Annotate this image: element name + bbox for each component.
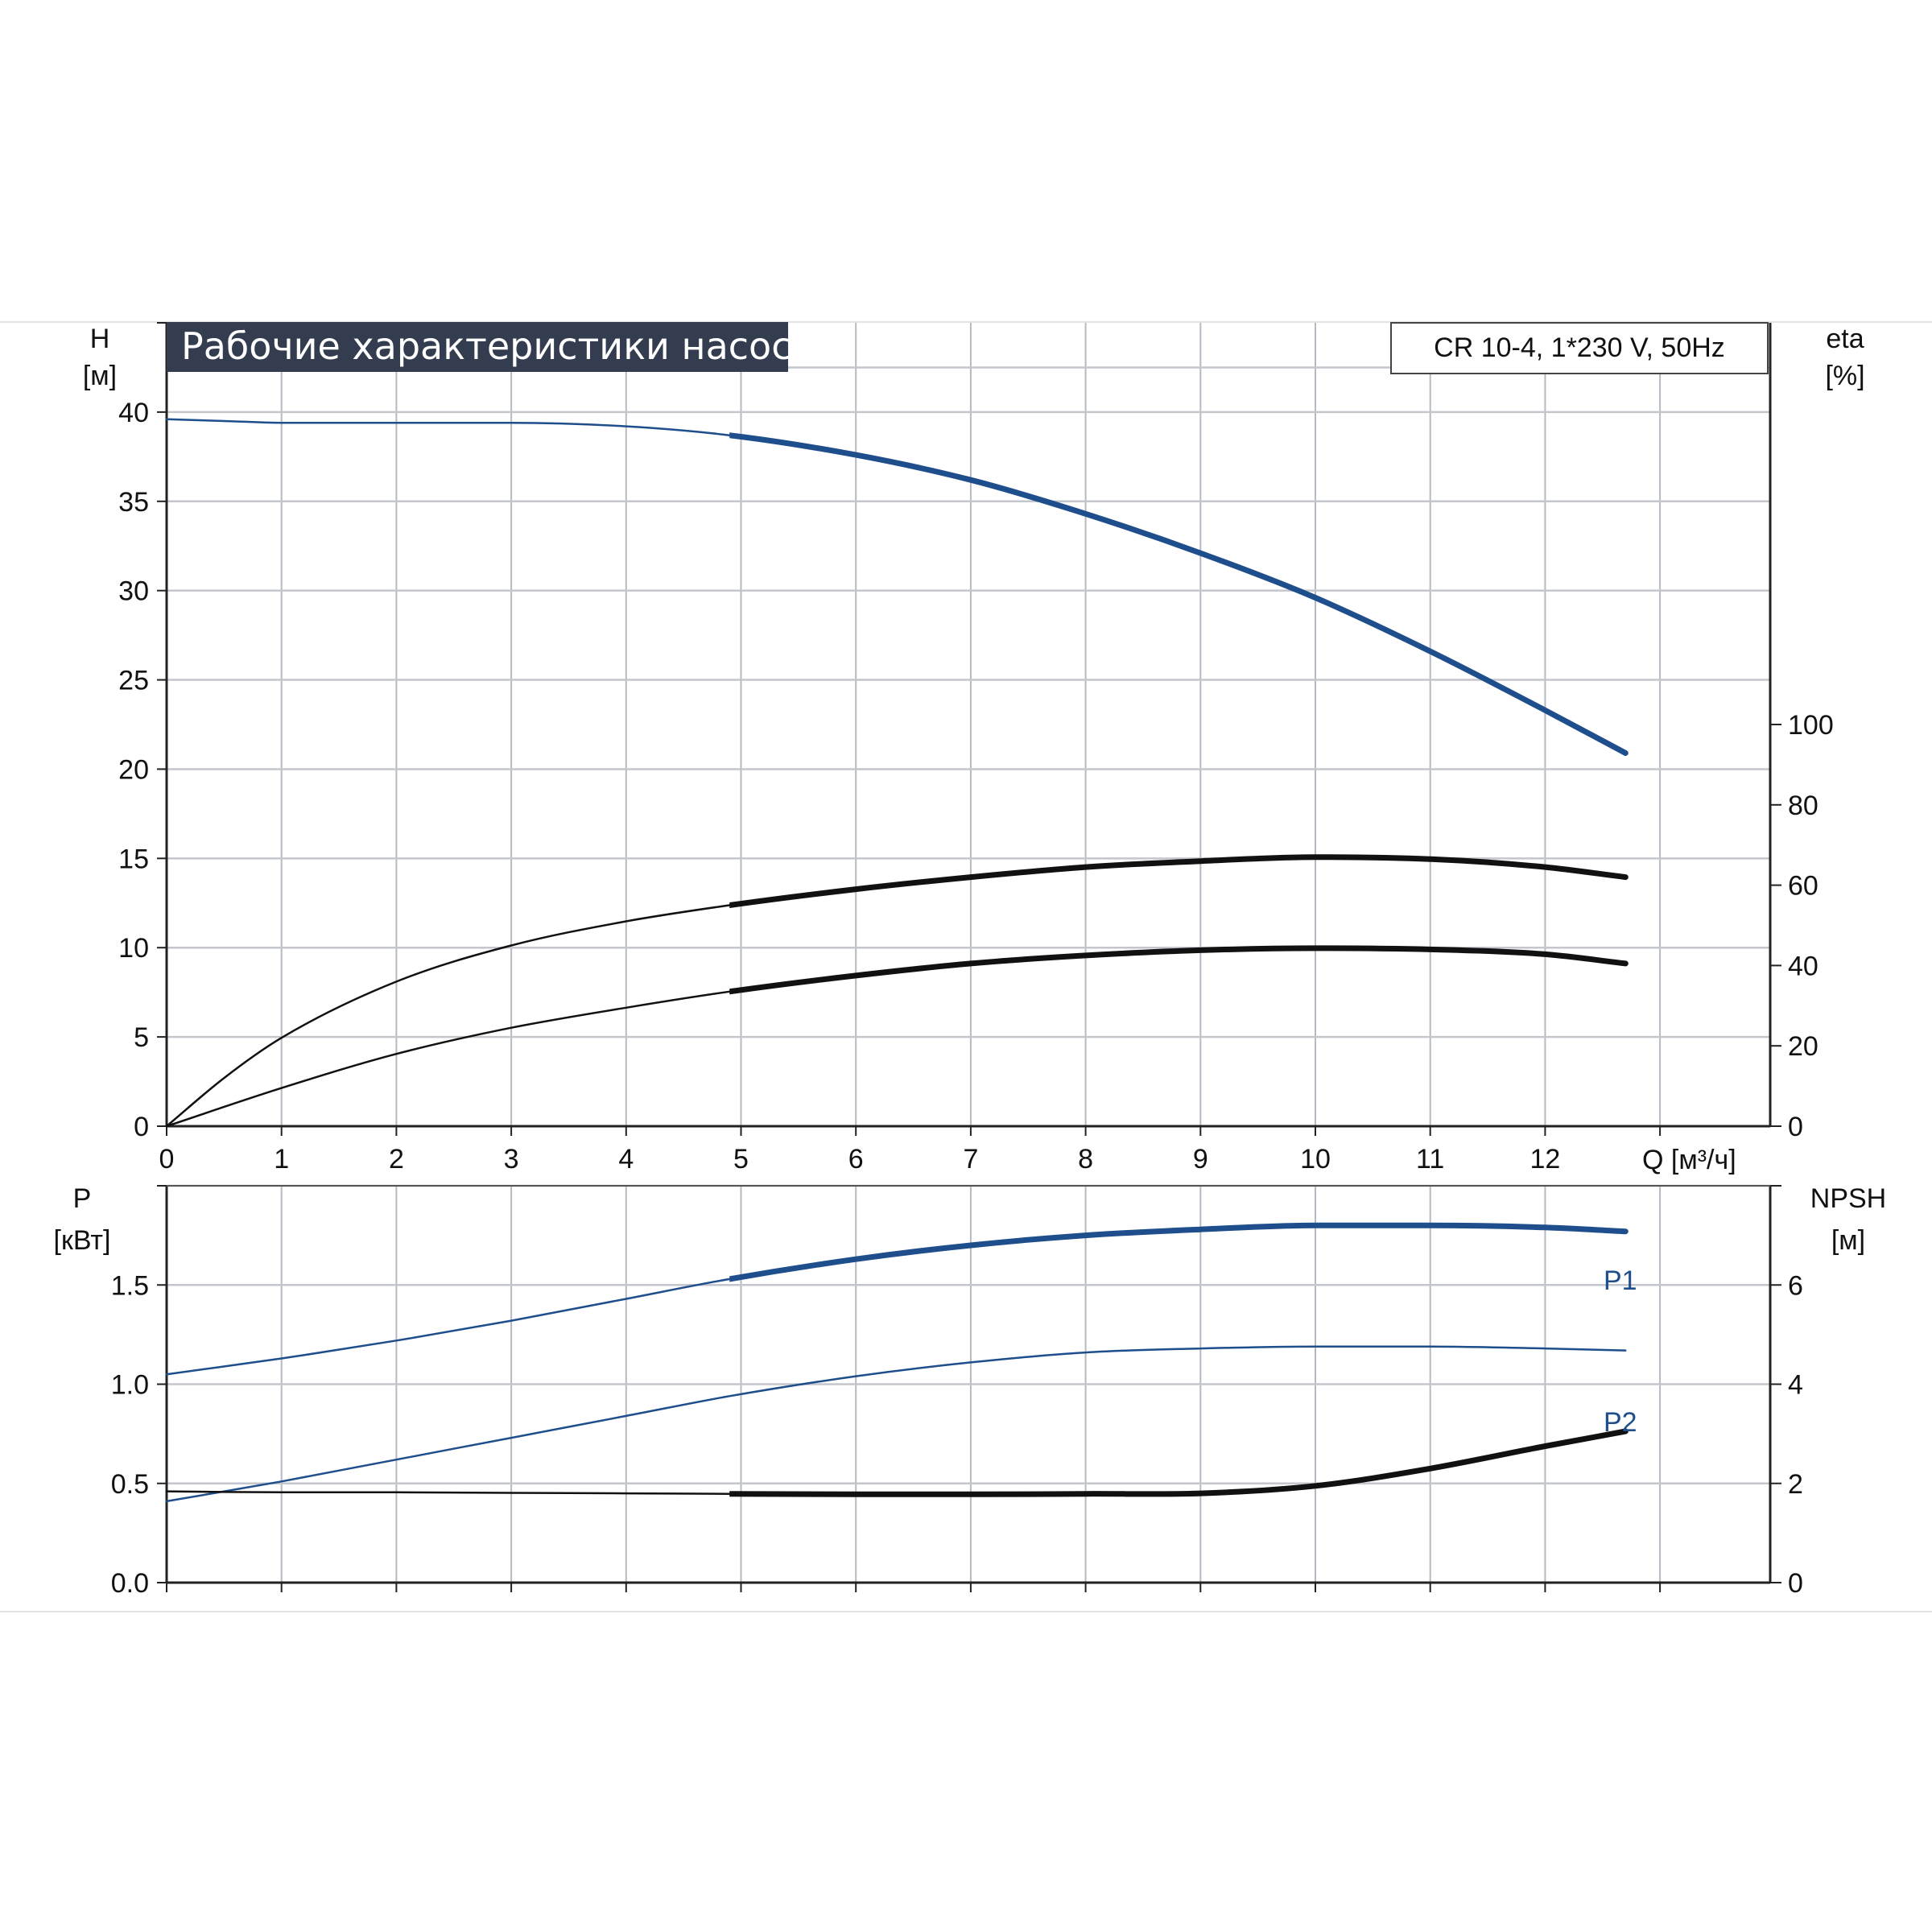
y-right-tick-label: 80: [1788, 791, 1818, 821]
y-right-tick-label: 0: [1788, 1568, 1803, 1599]
y2-left-axis-unit: [кВт]: [54, 1225, 111, 1256]
series-line-1-operating-range: [729, 432, 1629, 756]
series-line-3-operating-range: [729, 1428, 1629, 1497]
x-tick-label: 11: [1416, 1144, 1444, 1174]
x-tick-label: 7: [963, 1144, 978, 1174]
series-label-p1: P1: [1604, 1265, 1637, 1296]
series-line-2-operating-range: [729, 854, 1629, 909]
x-tick-label: 0: [159, 1144, 175, 1174]
y-right-tick-label: 2: [1788, 1469, 1803, 1500]
x-tick-label: 8: [1078, 1144, 1093, 1174]
y-right-axis-name: eta: [1826, 324, 1864, 354]
y-left-tick-label: 0: [134, 1112, 149, 1142]
x-axis-label: Q [м³/ч]: [1642, 1145, 1736, 1175]
y-left-tick-label: 30: [118, 576, 149, 607]
series-line-1: [165, 1224, 1627, 1376]
y-right-axis-unit: [%]: [1825, 361, 1864, 391]
y-left-tick-label: 35: [118, 487, 149, 518]
y-left-axis-unit: [м]: [83, 361, 117, 391]
y-right-tick-label: 0: [1788, 1112, 1803, 1142]
y-right-tick-label: 6: [1788, 1270, 1803, 1301]
series-line-1-operating-range: [729, 1222, 1629, 1282]
x-tick-label: 1: [274, 1144, 289, 1174]
y-right-tick-label: 20: [1788, 1031, 1818, 1062]
x-tick-label: 2: [389, 1144, 404, 1174]
x-tick-label: 12: [1530, 1144, 1560, 1174]
y-left-tick-label: 10: [118, 933, 149, 964]
x-tick-label: 5: [733, 1144, 749, 1174]
series-line-3: [165, 1430, 1627, 1496]
x-tick-label: 10: [1300, 1144, 1331, 1174]
y-left-tick-label: 15: [118, 844, 149, 874]
y-left-tick-label: 5: [134, 1022, 149, 1053]
y-left-tick-label: 25: [118, 666, 149, 696]
y-left-tick-label: 1.5: [111, 1270, 149, 1301]
x-tick-label: 9: [1193, 1144, 1208, 1174]
series-line-3-operating-range: [729, 945, 1629, 995]
power-npsh-plot: 0.0 0.5 1.0 1.5 0 2 4 6: [111, 1184, 1803, 1599]
x-tick-label: 4: [618, 1144, 634, 1174]
series-label-p2: P2: [1604, 1407, 1637, 1438]
y-left-tick-label: 1.0: [111, 1370, 149, 1401]
chart-title: Рабочие характеристики насоса: [181, 324, 815, 368]
y-left-tick-label: 20: [118, 754, 149, 785]
y-left-axis-name: H: [90, 324, 110, 354]
y-left-tick-label: 0.0: [111, 1568, 149, 1599]
y-right-tick-label: 100: [1788, 710, 1834, 741]
x-tick-label: 3: [504, 1144, 519, 1174]
y2-left-axis-name: P: [73, 1183, 92, 1214]
series-line-1: [165, 418, 1627, 754]
y-right-tick-label: 4: [1788, 1370, 1803, 1401]
y-right-tick-label: 40: [1788, 951, 1818, 981]
y2-right-axis-name: NPSH: [1810, 1183, 1886, 1214]
title-banner: [167, 322, 788, 372]
x-tick-label: 6: [848, 1144, 864, 1174]
model-label: CR 10-4, 1*230 V, 50Hz: [1434, 332, 1725, 363]
series-line-2: [165, 856, 1627, 1128]
model-box: [1390, 322, 1769, 374]
y2-right-axis-unit: [м]: [1831, 1225, 1865, 1256]
y-right-tick-label: 60: [1788, 871, 1818, 902]
y-left-tick-label: 40: [118, 398, 149, 428]
series-line-2: [165, 1345, 1627, 1503]
y-left-tick-label: 0.5: [111, 1469, 149, 1500]
